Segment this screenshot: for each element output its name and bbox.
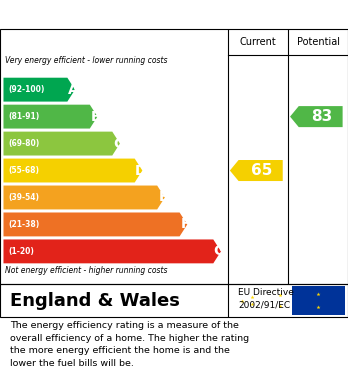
Polygon shape [3, 105, 97, 129]
Polygon shape [3, 78, 75, 102]
Text: The energy efficiency rating is a measure of the
overall efficiency of a home. T: The energy efficiency rating is a measur… [10, 321, 250, 368]
Text: (69-80): (69-80) [9, 139, 40, 148]
Bar [292, 286, 345, 315]
Text: C: C [113, 136, 123, 151]
Text: (55-68): (55-68) [9, 166, 40, 175]
Text: EU Directive
2002/91/EC: EU Directive 2002/91/EC [238, 288, 294, 310]
Text: (1-20): (1-20) [9, 247, 34, 256]
Polygon shape [3, 186, 165, 210]
Polygon shape [3, 212, 187, 237]
Text: B: B [90, 109, 101, 124]
Text: Current: Current [240, 37, 276, 47]
Text: A: A [68, 83, 79, 97]
Text: F: F [181, 217, 190, 231]
Polygon shape [3, 132, 120, 156]
Text: Energy Efficiency Rating: Energy Efficiency Rating [10, 7, 232, 22]
Text: Very energy efficient - lower running costs: Very energy efficient - lower running co… [5, 56, 168, 65]
Text: (39-54): (39-54) [9, 193, 40, 202]
Text: 65: 65 [251, 163, 272, 178]
Polygon shape [3, 159, 142, 183]
Text: Not energy efficient - higher running costs: Not energy efficient - higher running co… [5, 266, 168, 275]
Polygon shape [3, 239, 221, 264]
Text: (21-38): (21-38) [9, 220, 40, 229]
Text: Potential: Potential [296, 37, 340, 47]
Text: D: D [135, 163, 147, 178]
Text: (92-100): (92-100) [9, 85, 45, 94]
Text: England & Wales: England & Wales [10, 292, 180, 310]
Text: (81-91): (81-91) [9, 112, 40, 121]
Polygon shape [290, 106, 343, 127]
Text: G: G [214, 244, 225, 258]
Text: 83: 83 [311, 109, 332, 124]
Text: E: E [158, 190, 168, 204]
Polygon shape [230, 160, 283, 181]
